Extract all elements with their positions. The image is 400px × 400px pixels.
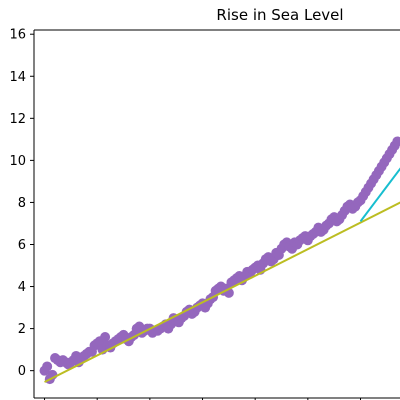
fit-line-all	[44, 201, 400, 383]
y-tick-label: 2	[18, 322, 26, 337]
y-tick-label: 4	[18, 280, 26, 295]
scatter-points	[39, 136, 400, 385]
x-axis-ticks	[44, 398, 362, 400]
y-tick-label: 16	[9, 28, 26, 43]
data-point	[100, 332, 111, 343]
data-point	[42, 361, 53, 372]
y-tick-label: 14	[9, 70, 26, 85]
y-tick-label: 6	[18, 238, 26, 253]
y-tick-label: 0	[18, 364, 26, 379]
fit-lines	[44, 167, 400, 383]
y-tick-label: 12	[9, 112, 26, 127]
y-tick-label: 8	[18, 196, 26, 211]
y-tick-label: 10	[9, 154, 26, 169]
y-axis-ticks: 0 2 4 6 8 10 12 14 16	[9, 28, 34, 379]
data-point	[392, 136, 400, 147]
chart-title: Rise in Sea Level	[216, 6, 344, 24]
fit-line-recent	[359, 167, 400, 222]
